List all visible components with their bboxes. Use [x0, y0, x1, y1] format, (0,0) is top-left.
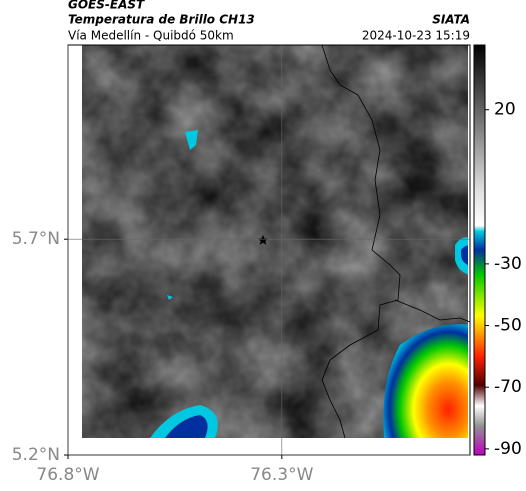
satellite-image: [82, 45, 468, 438]
timestamp: 2024-10-23 15:19: [362, 29, 470, 43]
lon-tick-label: 76.8°W: [36, 465, 99, 485]
product-title: Temperatura de Brillo CH13: [68, 13, 255, 27]
colorbar-tick-label: 20: [494, 100, 516, 120]
colorbar-tick-label: -50: [494, 316, 522, 336]
lat-tick-label: 5.7°N: [12, 229, 60, 249]
colorbar-tick-label: -90: [494, 439, 522, 459]
source: SIATA: [432, 13, 470, 27]
colorbar-tick-label: -30: [494, 254, 522, 274]
lon-tick-label: 76.3°W: [250, 465, 313, 485]
satellite: GOES-EAST: [68, 0, 145, 12]
border: [321, 44, 401, 439]
location-marker: [258, 235, 268, 245]
colorbar-tick-label: -70: [494, 377, 522, 397]
border: [394, 299, 471, 323]
lat-tick-label: 5.2°N: [12, 445, 60, 465]
route: Vía Medellín - Quibdó 50km: [68, 29, 234, 43]
colorbar: [473, 44, 486, 456]
